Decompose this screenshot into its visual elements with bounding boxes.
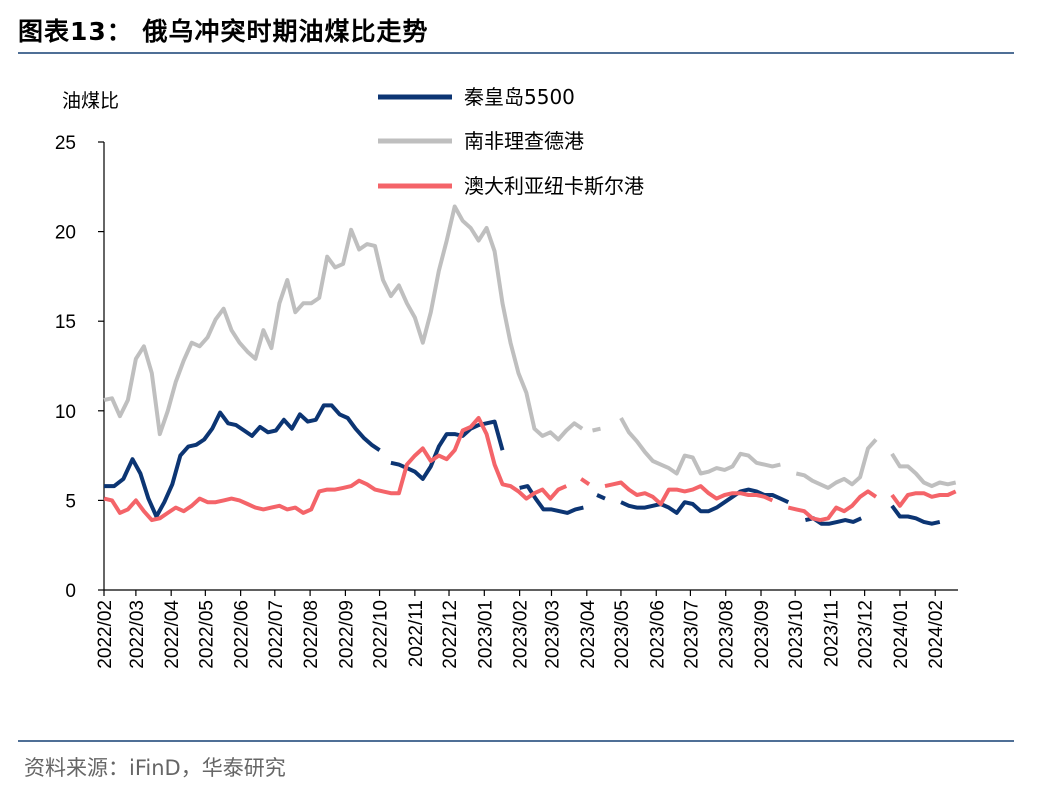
chart-title: 图表13： 俄乌冲突时期油煤比走势 [18,17,429,46]
x-tick-label: 2022/06 [232,600,253,669]
source-note: 资料来源：iFinD，华泰研究 [24,756,286,780]
y-tick-label: 20 [55,223,76,244]
series-line-2 [592,426,601,433]
x-tick-label: 2022/02 [95,600,116,669]
x-tick-label: 2023/08 [717,600,738,669]
y-tick-label: 0 [65,581,76,602]
x-tick-label: 2023/05 [612,600,633,669]
series-line-1 [620,487,790,515]
series-line-2 [890,452,957,489]
x-tick-label: 2023/04 [578,600,599,669]
y-tick-label: 10 [55,402,76,423]
legend-label-1: 秦皇岛5500 [464,85,575,109]
x-tick-label: 2023/07 [681,600,702,669]
series-line-3 [890,489,957,508]
axes: 0 5 10 15 20 25 2022/02 2022/03 2022/04 2022/05 20… [55,133,958,669]
x-tick-label: 2023/10 [786,600,807,669]
y-tick-label: 5 [65,491,76,512]
x-tick-label: 2022/09 [336,600,357,669]
series-line-1 [596,493,606,501]
series-line-2 [103,204,584,442]
series-line-3 [787,489,878,523]
title-divider [18,52,1014,54]
x-tick-label: 2022/11 [406,600,427,667]
x-tick-label: 2022/08 [301,600,322,669]
y-tick-label: 15 [55,312,76,333]
y-tick-label: 25 [55,133,76,154]
x-tick-label: 2023/01 [475,600,496,669]
series-line-3 [604,480,774,506]
series-line-2 [619,417,781,476]
series-line-1 [390,419,505,481]
series-lines [103,204,957,526]
legend-label-3: 澳大利亚纽卡斯尔港 [464,174,644,198]
x-tick-label: 2022/12 [440,600,461,669]
x-tick-label: 2023/12 [856,600,877,669]
x-tick-label: 2023/06 [647,600,668,669]
x-tick-label: 2022/04 [162,600,183,669]
x-tick-label: 2023/11 [821,600,842,667]
x-tick-label: 2023/03 [542,600,563,669]
x-tick-label: 2023/09 [752,600,773,669]
x-tick-label: 2022/05 [196,600,217,669]
x-tick-label: 2024/01 [891,600,912,669]
x-tick-label: 2024/02 [926,600,947,669]
legend-label-2: 南非理查德港 [464,129,584,153]
x-tick-label: 2022/10 [371,600,392,669]
y-axis-label: 油煤比 [62,90,119,112]
series-line-3 [103,416,568,523]
series-line-1 [890,504,941,526]
series-line-1 [519,484,584,515]
x-tick-label: 2022/07 [266,600,287,669]
x-tick-label: 2022/03 [127,600,148,669]
series-line-3 [579,477,591,486]
series-line-1 [104,403,381,519]
source-divider [18,740,1014,742]
series-line-2 [795,438,878,490]
x-tick-label: 2023/02 [511,600,532,669]
